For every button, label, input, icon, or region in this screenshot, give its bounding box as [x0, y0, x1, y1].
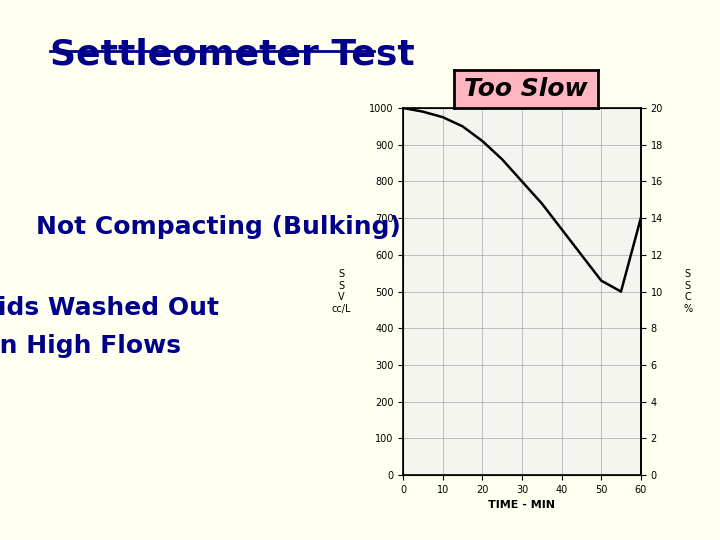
Text: Not Compacting (Bulking): Not Compacting (Bulking)	[36, 215, 401, 239]
Text: Solids Washed Out: Solids Washed Out	[0, 296, 219, 320]
Y-axis label: S
S
V
cc/L: S S V cc/L	[331, 269, 351, 314]
X-axis label: TIME - MIN: TIME - MIN	[488, 501, 556, 510]
Text: in High Flows: in High Flows	[0, 334, 181, 357]
Text: Settleometer Test: Settleometer Test	[50, 38, 415, 72]
Text: Too Slow: Too Slow	[464, 77, 588, 101]
Y-axis label: S
S
C
%: S S C %	[683, 269, 693, 314]
